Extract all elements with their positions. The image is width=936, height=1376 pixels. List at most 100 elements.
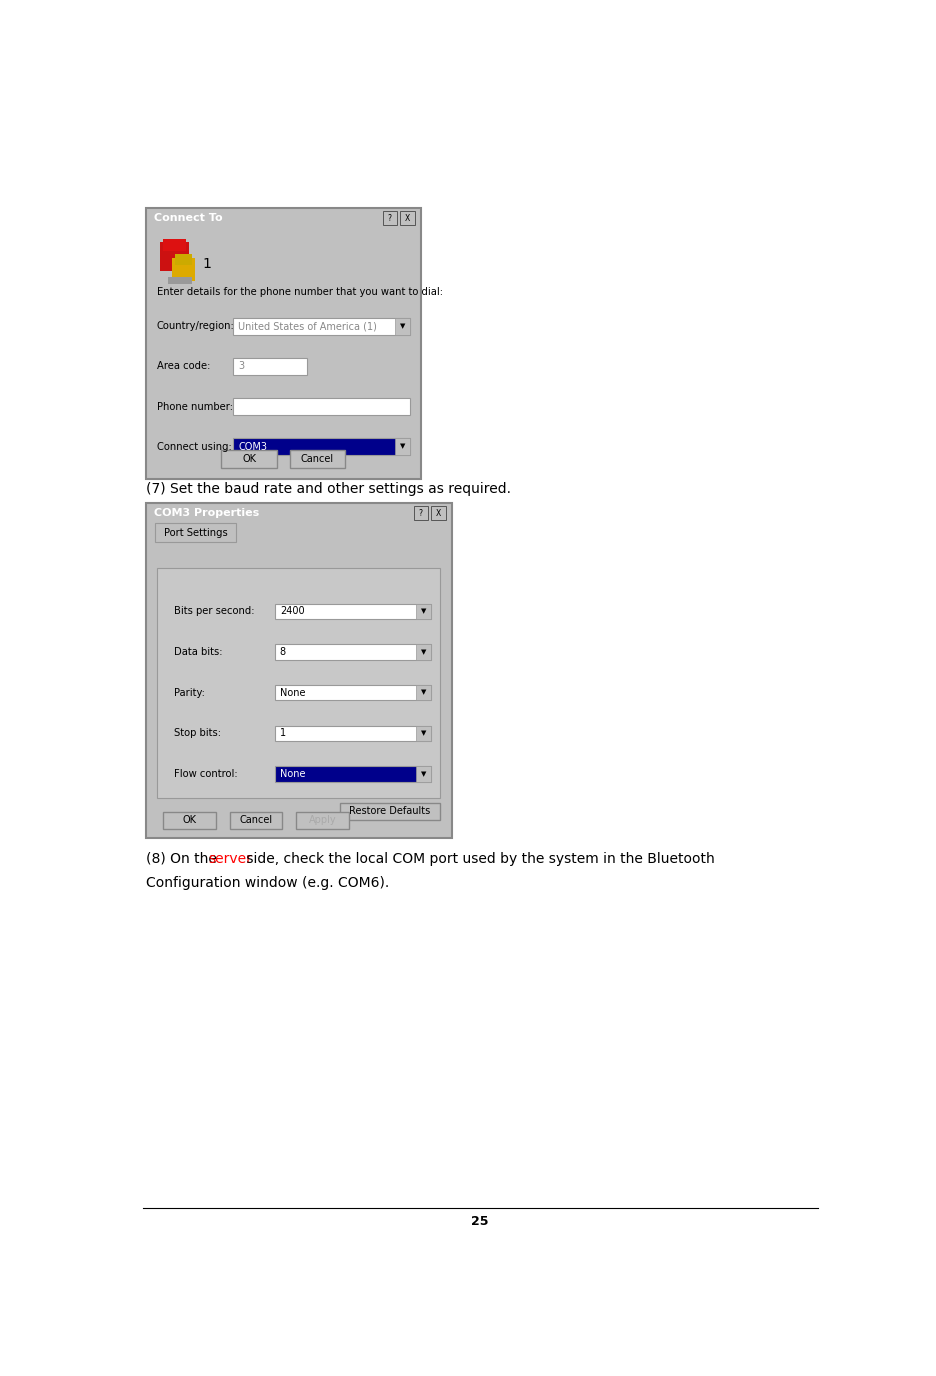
Bar [400,211,415,226]
Text: Parity:: Parity: [174,688,205,698]
Text: 1: 1 [280,728,285,739]
Bar [194,208,201,228]
Bar [159,242,189,271]
Text: ▼: ▼ [420,608,426,614]
Text: Configuration window (e.g. COM6).: Configuration window (e.g. COM6). [146,877,388,890]
Bar [383,504,390,523]
Bar [299,504,307,523]
Bar [161,504,169,523]
Bar [168,277,192,285]
Bar [416,725,431,740]
Bar [393,208,401,228]
Bar [414,208,421,228]
Bar [163,812,215,828]
Bar [235,208,242,228]
Bar [270,208,276,228]
Text: ▼: ▼ [420,731,426,736]
Bar [431,506,446,520]
Bar [146,208,420,479]
Text: X: X [435,509,441,517]
Text: OK: OK [242,454,256,464]
Bar [387,208,393,228]
Text: None: None [280,769,305,779]
Bar [395,318,410,334]
Bar [314,504,322,523]
Bar [413,506,428,520]
Text: Country/region:: Country/region: [156,322,234,332]
Bar [187,208,194,228]
Bar [222,504,230,523]
Bar [159,208,167,228]
Text: Restore Defaults: Restore Defaults [349,806,430,816]
Bar [366,208,373,228]
Bar [175,255,192,266]
Text: ?: ? [388,213,391,223]
Text: side, check the local COM port used by the system in the Bluetooth: side, check the local COM port used by t… [241,852,714,866]
Text: 1: 1 [202,257,211,271]
Bar [416,644,431,659]
Bar [168,504,177,523]
Bar [373,208,380,228]
Bar [436,504,445,523]
Bar [317,208,325,228]
Bar [233,439,410,454]
Bar [214,504,223,523]
Bar [256,208,263,228]
Bar [275,685,431,700]
Bar [229,812,282,828]
Bar [421,504,429,523]
Bar [146,504,154,523]
Bar [172,257,196,281]
Bar [303,208,311,228]
Bar [208,208,214,228]
Bar [339,802,440,820]
Bar [249,208,256,228]
Text: Cancel: Cancel [300,454,333,464]
Text: Phone number:: Phone number: [156,402,232,411]
Text: (8) On the: (8) On the [146,852,221,866]
Bar [241,208,249,228]
Text: ▼: ▼ [420,771,426,777]
Bar [284,504,291,523]
Text: Bits per second:: Bits per second: [174,607,255,616]
Bar [283,208,290,228]
Bar [275,644,431,659]
Bar [275,504,284,523]
Bar [395,439,410,454]
Bar [311,208,318,228]
Bar [329,504,337,523]
Bar [260,504,269,523]
Bar [155,523,236,542]
Text: Data bits:: Data bits: [174,647,223,656]
Bar [367,504,375,523]
Bar [153,208,160,228]
Text: Area code:: Area code: [156,362,210,372]
Bar [324,208,331,228]
Bar [429,504,436,523]
Text: Stop bits:: Stop bits: [174,728,221,739]
Text: 8: 8 [280,647,285,656]
Bar [407,208,414,228]
Bar [167,208,173,228]
Text: Apply: Apply [308,816,336,826]
Text: ▼: ▼ [400,443,405,450]
Text: X: X [404,213,410,223]
Bar [337,504,344,523]
Bar [400,208,407,228]
Bar [275,725,431,740]
Text: server: server [208,852,252,866]
Bar [233,358,307,374]
Bar [297,208,304,228]
Text: None: None [280,688,305,698]
Bar [321,504,329,523]
Text: COM3 Properties: COM3 Properties [154,508,258,519]
Bar [276,208,284,228]
Bar [173,208,181,228]
Text: 3: 3 [238,362,244,372]
Bar [413,504,421,523]
Bar [444,504,452,523]
Bar [146,504,451,838]
Text: ▼: ▼ [420,689,426,696]
Bar [192,504,199,523]
Bar [221,450,277,468]
